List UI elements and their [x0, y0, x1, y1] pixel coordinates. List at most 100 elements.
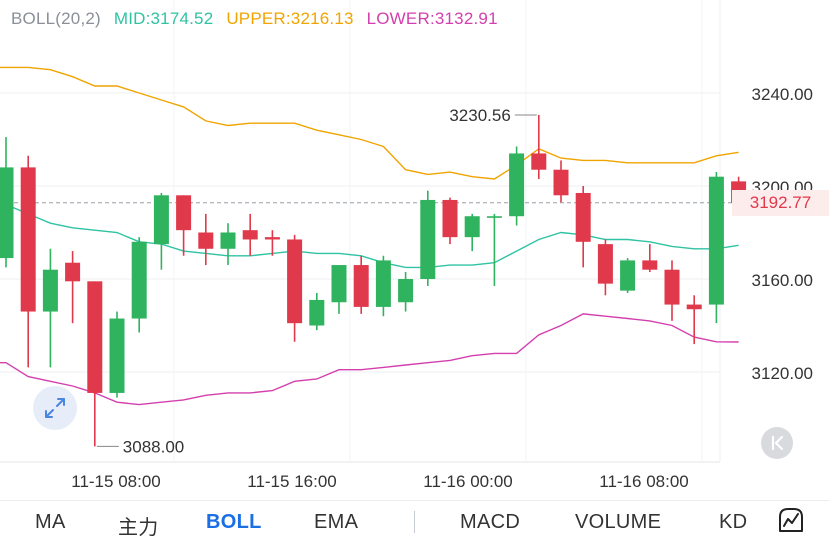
candle-body	[65, 262, 81, 282]
tab-kd[interactable]: KD	[719, 511, 748, 533]
candle	[287, 234, 303, 342]
candle-body	[597, 244, 613, 284]
candle	[642, 244, 658, 273]
candle	[353, 255, 369, 314]
candle	[176, 195, 192, 256]
tab-volume[interactable]: VOLUME	[575, 511, 662, 533]
candle	[420, 190, 436, 286]
expand-button[interactable]	[33, 386, 77, 430]
candle-body	[509, 153, 525, 217]
candle	[597, 239, 613, 296]
legend-upper: UPPER:3216.13	[226, 9, 354, 28]
candle	[242, 213, 258, 256]
candle-body	[575, 192, 591, 242]
candle	[331, 265, 347, 314]
tab-main[interactable]: 主力	[118, 517, 159, 539]
candle	[464, 213, 480, 252]
candle-body	[353, 265, 369, 307]
candle	[620, 258, 636, 293]
candles	[0, 114, 747, 447]
candle-body	[642, 260, 658, 270]
candle-body	[309, 299, 325, 326]
y-tick-label: 3160.00	[752, 271, 813, 290]
candle-body	[531, 153, 547, 170]
candle-body	[153, 195, 169, 245]
candle-body	[398, 279, 414, 303]
legend-lower: LOWER:3132.91	[366, 9, 498, 28]
tab-macd[interactable]: MACD	[460, 511, 521, 533]
legend-mid: MID:3174.52	[113, 9, 214, 28]
candle	[375, 255, 391, 317]
candle-body	[620, 260, 636, 291]
candle	[264, 230, 280, 256]
candle-body	[331, 265, 347, 303]
candle-body	[375, 260, 391, 307]
chart-style-icon	[779, 508, 803, 532]
candle-body	[287, 239, 303, 324]
indicator-tab-bar: MA 主力 BOLL EMA MACD VOLUME KD	[0, 500, 829, 542]
candle	[198, 213, 214, 266]
indicator-legend: BOLL(20,2) MID:3174.52 UPPER:3216.13 LOW…	[11, 9, 506, 29]
candle-body	[0, 167, 14, 259]
candle	[531, 114, 547, 180]
candle	[442, 197, 458, 245]
x-tick-label: 11-15 16:00	[247, 472, 336, 491]
candle	[309, 292, 325, 331]
x-tick-label: 11-16 00:00	[423, 472, 512, 491]
candle-body	[109, 318, 125, 393]
low-price-label: 3088.00	[123, 437, 184, 456]
expand-icon	[45, 398, 65, 418]
candle-body	[553, 169, 569, 196]
candle	[20, 155, 36, 368]
candle-body	[131, 241, 147, 319]
candle	[486, 213, 502, 286]
x-tick-label: 11-15 08:00	[71, 472, 160, 491]
legend-title: BOLL(20,2)	[11, 9, 101, 28]
candle	[664, 260, 680, 321]
candle-body	[686, 304, 702, 310]
candle	[65, 251, 81, 324]
current-price-tag: 3192.77	[732, 190, 829, 216]
current-price-value: 3192.77	[749, 193, 812, 212]
candle-body	[664, 269, 680, 305]
candle-body	[42, 269, 58, 312]
candle	[153, 192, 169, 270]
candle-body	[486, 216, 502, 218]
candle-body	[242, 230, 258, 240]
candle-body	[464, 216, 480, 238]
candle	[686, 295, 702, 345]
candle	[131, 237, 147, 333]
candle-body	[220, 232, 236, 249]
candle	[87, 281, 103, 447]
annotations: 3230.56 3088.00	[96, 106, 537, 456]
x-tick-label: 11-16 08:00	[599, 472, 688, 491]
candle-body	[20, 167, 36, 312]
x-axis: 11-15 08:00 11-15 16:00 11-16 00:00 11-16 0…	[71, 472, 688, 491]
chart-style-button[interactable]	[776, 505, 806, 535]
candle-body	[264, 237, 280, 240]
y-tick-label: 3120.00	[752, 364, 813, 383]
tab-ma[interactable]: MA	[35, 511, 66, 533]
candle	[109, 311, 125, 398]
candle-body	[198, 232, 214, 249]
tab-divider	[414, 511, 415, 533]
band-upper	[0, 66, 739, 180]
candle	[553, 160, 569, 203]
candle	[42, 248, 58, 368]
tab-ema[interactable]: EMA	[314, 511, 359, 533]
candle	[575, 186, 591, 268]
collapse-left-button[interactable]	[761, 427, 793, 459]
high-price-label: 3230.56	[449, 106, 510, 125]
candle-body	[420, 199, 436, 279]
candle-body	[87, 281, 103, 393]
candle	[708, 172, 724, 324]
band-lower	[0, 313, 739, 406]
tab-boll[interactable]: BOLL	[206, 511, 262, 533]
bollinger-bands	[0, 66, 739, 406]
candle	[398, 272, 414, 312]
y-tick-label: 3240.00	[752, 85, 813, 104]
band-mid	[0, 203, 739, 269]
candle	[0, 137, 14, 268]
